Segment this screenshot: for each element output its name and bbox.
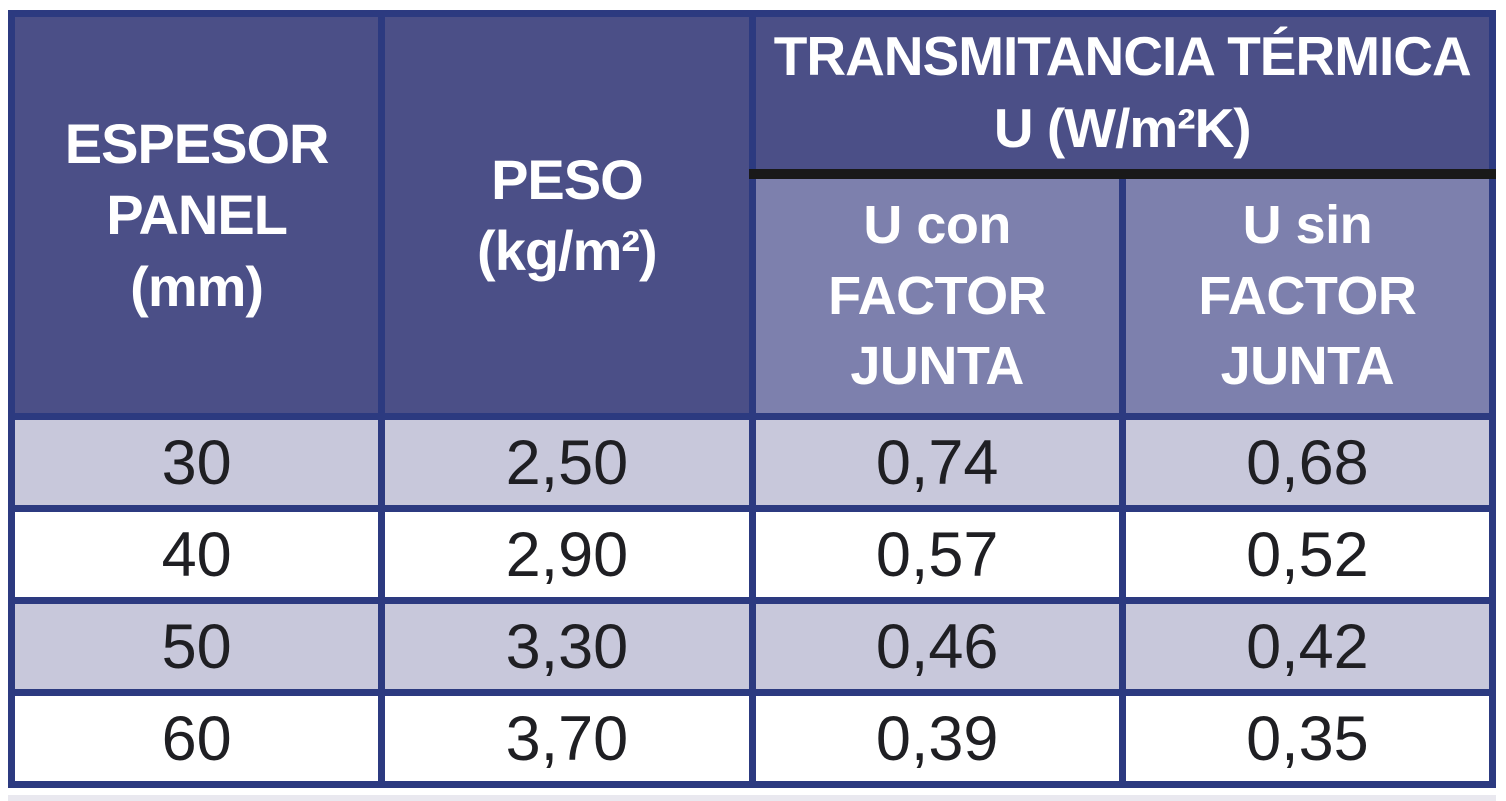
cell-u-sin: 0,42: [1118, 597, 1497, 696]
header-espesor-panel: ESPESOR PANEL (mm): [7, 10, 386, 420]
cell-peso: 2,90: [378, 505, 756, 604]
cell-u-con: 0,46: [748, 597, 1126, 696]
header-u-con-factor-junta: U con FACTOR JUNTA: [748, 170, 1126, 420]
table-row: 30 2,50 0,74 0,68: [7, 413, 1497, 512]
table-row: 60 3,70 0,39 0,35: [7, 689, 1497, 788]
transmittance-table: ESPESOR PANEL (mm) PESO (kg/m²) TRANSMIT…: [7, 10, 1497, 788]
cell-u-sin: 0,68: [1118, 413, 1497, 512]
table-row: 40 2,90 0,57 0,52: [7, 505, 1497, 604]
cell-u-sin: 0,52: [1118, 505, 1497, 604]
cell-u-con: 0,74: [748, 413, 1126, 512]
cell-peso: 3,70: [378, 689, 756, 788]
header-peso: PESO (kg/m²): [378, 10, 756, 420]
cell-u-con: 0,39: [748, 689, 1126, 788]
cell-espesor: 40: [7, 505, 386, 604]
header-sub-row: U con FACTOR JUNTA U sin FACTOR JUNTA: [12, 170, 1497, 420]
cell-u-sin: 0,35: [1118, 689, 1497, 788]
cell-peso: 3,30: [378, 597, 756, 696]
header-group-row: ESPESOR PANEL (mm) PESO (kg/m²) TRANSMIT…: [7, 10, 1496, 420]
cell-espesor: 60: [7, 689, 386, 788]
header-u-sin-factor-junta: U sin FACTOR JUNTA: [1118, 170, 1497, 420]
cell-espesor: 50: [7, 597, 386, 696]
cell-peso: 2,50: [378, 413, 756, 512]
table-header: ESPESOR PANEL (mm) PESO (kg/m²) TRANSMIT…: [7, 10, 1497, 420]
header-transmitancia-termica: TRANSMITANCIA TÉRMICA U (W/m²K): [748, 10, 1496, 179]
table-body: 30 2,50 0,74 0,68 40 2,90 0,57 0,52 50 3…: [7, 413, 1497, 788]
cell-espesor: 30: [7, 413, 386, 512]
next-row-edge: [8, 795, 1496, 801]
cell-u-con: 0,57: [748, 505, 1126, 604]
table-row: 50 3,30 0,46 0,42: [7, 597, 1497, 696]
